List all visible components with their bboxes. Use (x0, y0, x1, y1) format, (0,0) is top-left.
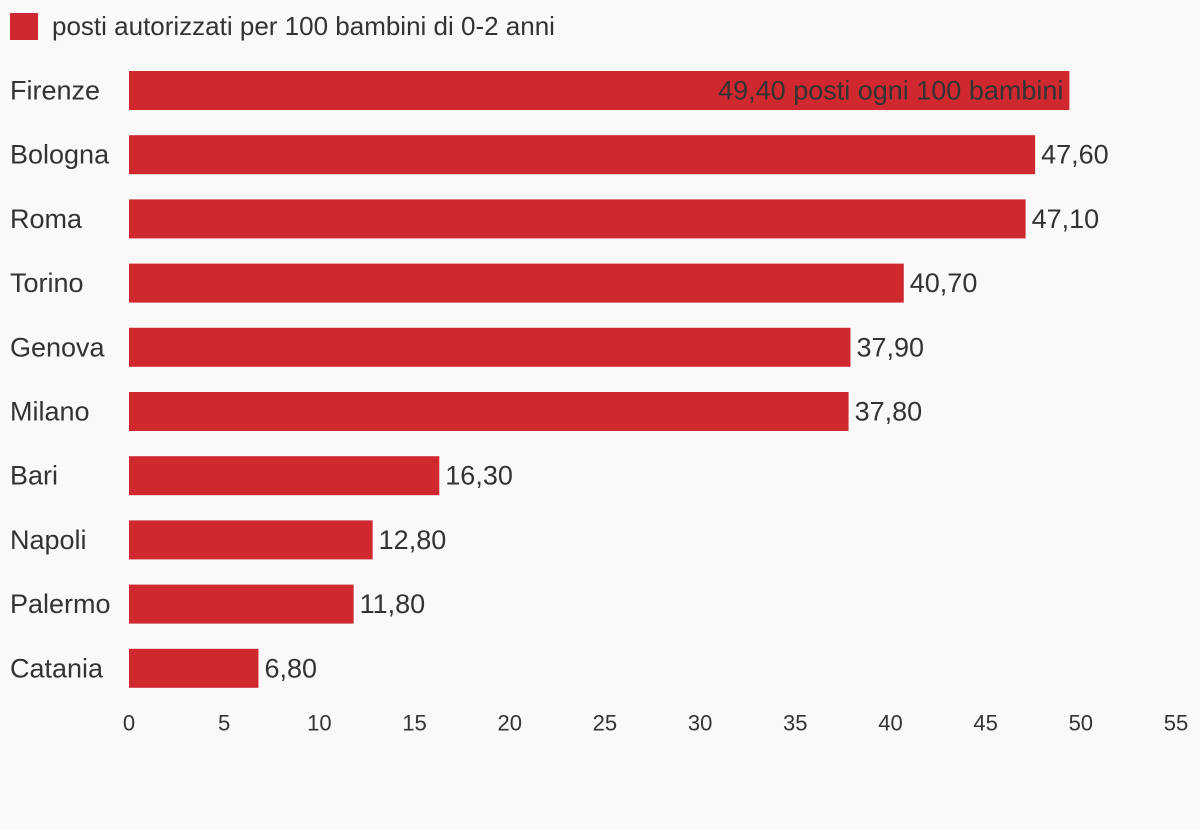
category-labels: Firenze Bologna Roma Torino Genova Milano Bari… (10, 76, 111, 684)
x-tick-label: 50 (1069, 711, 1093, 736)
bar-bari (129, 456, 440, 496)
x-tick-label: 45 (973, 711, 997, 736)
x-tick-label: 10 (307, 711, 331, 736)
value-label-roma: 47,10 (1032, 204, 1100, 234)
category-label-palermo: Palermo (10, 589, 111, 619)
category-label-genova: Genova (10, 332, 106, 362)
bars-group (129, 71, 1070, 688)
category-label-torino: Torino (10, 268, 84, 298)
value-label-milano: 37,80 (855, 397, 923, 427)
x-tick-label: 25 (593, 711, 617, 736)
value-label-genova: 37,90 (856, 332, 924, 362)
x-tick-label: 5 (218, 711, 230, 736)
x-axis: 0 5 10 15 20 25 30 35 40 45 50 55 (123, 711, 1188, 736)
value-label-napoli: 12,80 (379, 525, 447, 555)
category-label-firenze: Firenze (10, 76, 100, 106)
x-tick-label: 15 (402, 711, 426, 736)
category-label-milano: Milano (10, 397, 90, 427)
x-tick-label: 55 (1164, 711, 1188, 736)
bar-milano (129, 392, 849, 431)
bar-torino (129, 263, 904, 303)
value-labels: 49,40 posti ogni 100 bambini 47,60 47,10 40… (264, 76, 1108, 684)
value-label-palermo: 11,80 (360, 589, 426, 619)
legend-swatch (10, 12, 38, 40)
category-label-napoli: Napoli (10, 525, 87, 555)
legend: posti autorizzati per 100 bambini di 0-2… (10, 10, 555, 42)
bar-catania (129, 648, 259, 688)
category-label-roma: Roma (10, 204, 83, 234)
value-label-bologna: 47,60 (1041, 140, 1109, 170)
x-tick-label: 30 (688, 711, 712, 736)
x-tick-label: 20 (497, 711, 521, 736)
bar-firenze (129, 71, 1070, 110)
bar-napoli (129, 520, 373, 560)
bar-genova (129, 327, 851, 367)
bar-roma (129, 199, 1026, 239)
bar-palermo (129, 584, 354, 624)
category-label-catania: Catania (10, 653, 104, 683)
value-label-catania: 6,80 (264, 653, 317, 683)
category-label-bologna: Bologna (10, 140, 110, 170)
value-label-torino: 40,70 (910, 268, 978, 298)
x-tick-label: 0 (123, 711, 135, 736)
value-label-firenze: 49,40 posti ogni 100 bambini (718, 76, 1063, 106)
category-label-bari: Bari (10, 461, 58, 491)
value-label-bari: 16,30 (445, 461, 513, 491)
bar-bologna (129, 135, 1036, 175)
legend-label: posti autorizzati per 100 bambini di 0-2… (52, 10, 555, 41)
x-tick-label: 40 (878, 711, 902, 736)
x-tick-label: 35 (783, 711, 807, 736)
